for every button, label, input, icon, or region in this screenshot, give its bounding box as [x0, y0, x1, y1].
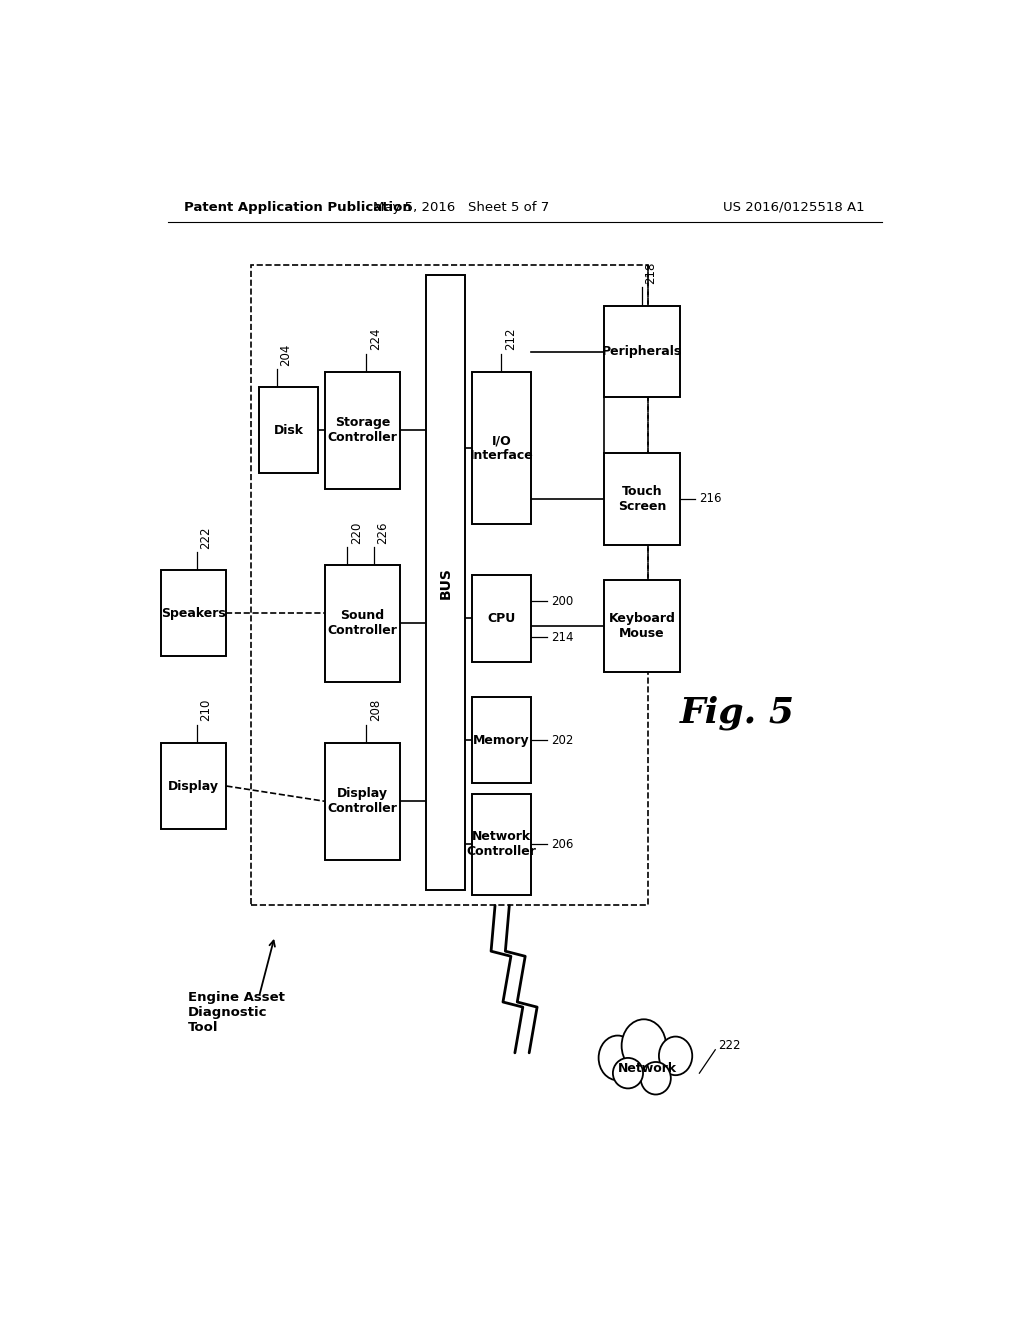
Text: 224: 224: [369, 327, 382, 351]
Ellipse shape: [622, 1019, 666, 1072]
Text: I/O
Interface: I/O Interface: [470, 434, 534, 462]
Ellipse shape: [658, 1036, 692, 1076]
Text: 216: 216: [699, 492, 722, 506]
Bar: [604, 581, 680, 672]
Bar: [472, 576, 531, 661]
Bar: [325, 372, 400, 488]
Text: 200: 200: [551, 594, 573, 607]
Bar: [251, 265, 648, 906]
Text: 222: 222: [718, 1039, 740, 1052]
Bar: [472, 793, 531, 895]
Text: 206: 206: [551, 838, 573, 851]
Bar: [472, 372, 531, 524]
Text: Network: Network: [618, 1061, 677, 1074]
Text: Display
Controller: Display Controller: [328, 787, 397, 816]
Bar: [259, 387, 318, 474]
Text: US 2016/0125518 A1: US 2016/0125518 A1: [723, 201, 865, 214]
Bar: [604, 453, 680, 545]
Text: 214: 214: [551, 631, 573, 644]
Text: Touch
Screen: Touch Screen: [617, 484, 666, 513]
Text: Keyboard
Mouse: Keyboard Mouse: [608, 612, 675, 640]
Text: Fig. 5: Fig. 5: [680, 696, 795, 730]
Bar: [162, 743, 226, 829]
Bar: [604, 306, 680, 397]
Bar: [426, 276, 465, 890]
Text: Sound
Controller: Sound Controller: [328, 610, 397, 638]
Text: 208: 208: [369, 700, 382, 722]
Text: Disk: Disk: [273, 424, 304, 437]
Text: 202: 202: [551, 734, 573, 747]
Ellipse shape: [602, 1030, 693, 1106]
Bar: [325, 743, 400, 859]
Text: CPU: CPU: [487, 612, 515, 624]
Text: BUS: BUS: [438, 566, 453, 599]
Text: Memory: Memory: [473, 734, 529, 747]
Bar: [472, 697, 531, 784]
Text: Patent Application Publication: Patent Application Publication: [183, 201, 412, 214]
Text: May 5, 2016   Sheet 5 of 7: May 5, 2016 Sheet 5 of 7: [373, 201, 550, 214]
Text: 222: 222: [200, 527, 213, 549]
Bar: [325, 565, 400, 682]
Ellipse shape: [613, 1057, 643, 1089]
Text: 226: 226: [376, 521, 389, 544]
Text: Speakers: Speakers: [162, 607, 226, 619]
Text: Storage
Controller: Storage Controller: [328, 416, 397, 445]
Bar: [162, 570, 226, 656]
Text: 212: 212: [504, 327, 517, 351]
Text: 218: 218: [644, 263, 657, 284]
Text: Display: Display: [168, 780, 219, 792]
Text: Peripherals: Peripherals: [602, 345, 682, 358]
Text: 204: 204: [280, 343, 292, 366]
Text: Engine Asset
Diagnostic
Tool: Engine Asset Diagnostic Tool: [187, 991, 285, 1034]
Text: 220: 220: [350, 521, 362, 544]
Text: Network
Controller: Network Controller: [467, 830, 537, 858]
Text: 210: 210: [200, 700, 213, 722]
Ellipse shape: [641, 1063, 671, 1094]
Ellipse shape: [599, 1036, 637, 1080]
